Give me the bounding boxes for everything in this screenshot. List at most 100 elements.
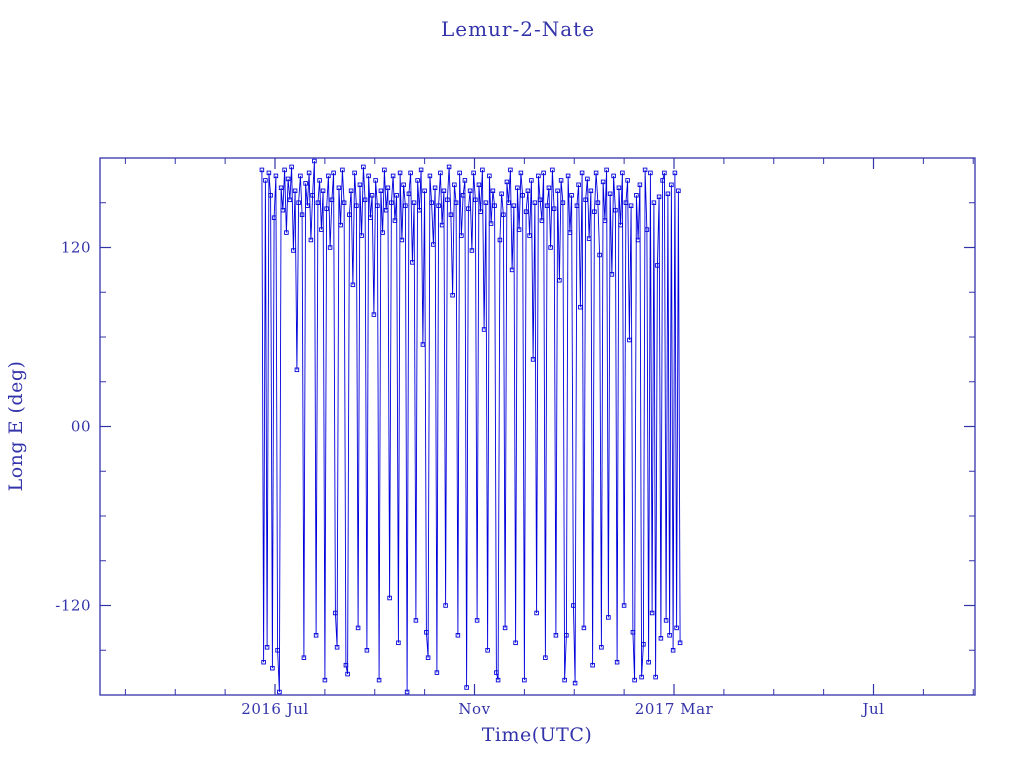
data-point-marker xyxy=(431,242,436,247)
data-point-marker xyxy=(352,170,357,176)
data-point-marker xyxy=(473,197,478,203)
data-point-marker xyxy=(614,659,620,665)
data-point-marker xyxy=(459,233,464,238)
data-point-marker xyxy=(280,207,286,213)
data-point-marker xyxy=(655,263,660,268)
data-point-marker xyxy=(609,272,615,277)
data-point-marker xyxy=(606,615,611,620)
chart-title: Lemur-2-Nate xyxy=(441,17,595,41)
data-point-marker xyxy=(271,215,277,220)
data-point-marker xyxy=(665,191,671,197)
data-point-marker xyxy=(387,595,392,601)
data-point-marker xyxy=(336,185,342,191)
data-point-marker xyxy=(354,203,359,208)
data-point-marker xyxy=(282,167,287,173)
data-point-marker xyxy=(471,170,476,176)
data-point-marker xyxy=(397,170,403,176)
data-point-marker xyxy=(417,207,422,213)
data-point-marker xyxy=(392,218,398,223)
data-point-marker xyxy=(635,237,641,243)
data-point-marker xyxy=(422,188,427,194)
data-point-marker xyxy=(460,193,466,198)
data-point-marker xyxy=(544,203,550,208)
data-point-marker xyxy=(462,178,468,183)
data-point-marker xyxy=(599,645,604,650)
data-point-marker xyxy=(334,645,340,650)
data-point-marker xyxy=(452,182,457,188)
data-point-marker xyxy=(593,170,599,176)
data-point-marker xyxy=(373,178,378,183)
data-point-marker xyxy=(586,236,592,241)
data-point-marker xyxy=(376,677,382,683)
data-point-marker xyxy=(410,260,415,265)
data-point-marker xyxy=(312,158,317,164)
data-point-marker xyxy=(301,655,307,660)
data-point-marker xyxy=(261,659,266,665)
data-point-marker xyxy=(632,677,637,683)
x-tick-label: 2016 Jul xyxy=(241,700,308,718)
data-point-marker xyxy=(259,167,265,173)
data-point-marker xyxy=(536,173,541,179)
data-point-marker xyxy=(450,292,455,298)
data-point-marker xyxy=(481,327,487,332)
x-tick-label: 2017 Mar xyxy=(635,700,714,718)
data-point-marker xyxy=(467,188,473,194)
data-point-marker xyxy=(560,200,566,205)
data-point-marker xyxy=(411,200,417,205)
data-point-marker xyxy=(439,222,445,228)
data-point-marker xyxy=(585,176,590,182)
data-point-marker xyxy=(291,248,296,253)
data-point-marker xyxy=(327,245,333,250)
data-point-marker xyxy=(567,230,573,235)
data-point-marker xyxy=(676,188,681,194)
data-point-marker xyxy=(380,230,385,235)
data-point-marker xyxy=(326,173,331,179)
data-point-marker xyxy=(534,610,539,616)
data-point-marker xyxy=(569,193,574,198)
data-point-marker xyxy=(445,197,450,203)
data-point-marker xyxy=(651,200,657,205)
data-point-marker xyxy=(644,227,650,232)
data-point-marker xyxy=(361,164,366,170)
data-point-marker xyxy=(513,640,518,646)
data-point-marker xyxy=(289,164,294,170)
data-point-marker xyxy=(637,182,643,188)
data-point-marker xyxy=(501,212,506,217)
data-point-marker xyxy=(592,209,597,214)
data-point-marker xyxy=(579,170,585,176)
data-point-marker xyxy=(646,659,651,665)
data-point-marker xyxy=(366,173,371,179)
data-point-marker xyxy=(611,173,616,179)
data-point-marker xyxy=(359,233,364,238)
data-point-marker xyxy=(264,645,270,650)
data-point-marker xyxy=(562,677,567,683)
x-axis-label: Time(UTC) xyxy=(482,724,593,746)
data-point-marker xyxy=(602,218,608,223)
data-point-marker xyxy=(480,167,485,173)
data-point-marker xyxy=(511,203,517,208)
data-point-marker xyxy=(345,671,350,677)
data-point-marker xyxy=(550,167,555,173)
data-point-marker xyxy=(600,179,606,185)
data-point-marker xyxy=(627,337,632,343)
data-point-marker xyxy=(597,252,602,258)
data-point-marker xyxy=(403,203,408,208)
data-point-marker xyxy=(315,200,321,205)
data-point-marker xyxy=(571,603,576,608)
data-point-marker xyxy=(506,200,511,205)
data-point-marker xyxy=(298,173,303,179)
data-point-marker xyxy=(558,178,564,183)
data-point-marker xyxy=(525,188,531,194)
data-point-marker xyxy=(532,200,538,205)
data-point-marker xyxy=(278,185,284,191)
data-point-marker xyxy=(548,245,553,250)
plot-area: 2016 Jul Nov 2017 Mar Jul 120 00 -120 xyxy=(55,157,976,718)
data-point-marker xyxy=(648,170,653,176)
data-point-marker xyxy=(546,185,552,191)
data-point-marker xyxy=(574,203,580,208)
data-point-marker xyxy=(375,203,380,208)
data-point-marker xyxy=(389,200,394,205)
data-point-marker xyxy=(557,278,562,283)
data-point-marker xyxy=(530,357,536,362)
